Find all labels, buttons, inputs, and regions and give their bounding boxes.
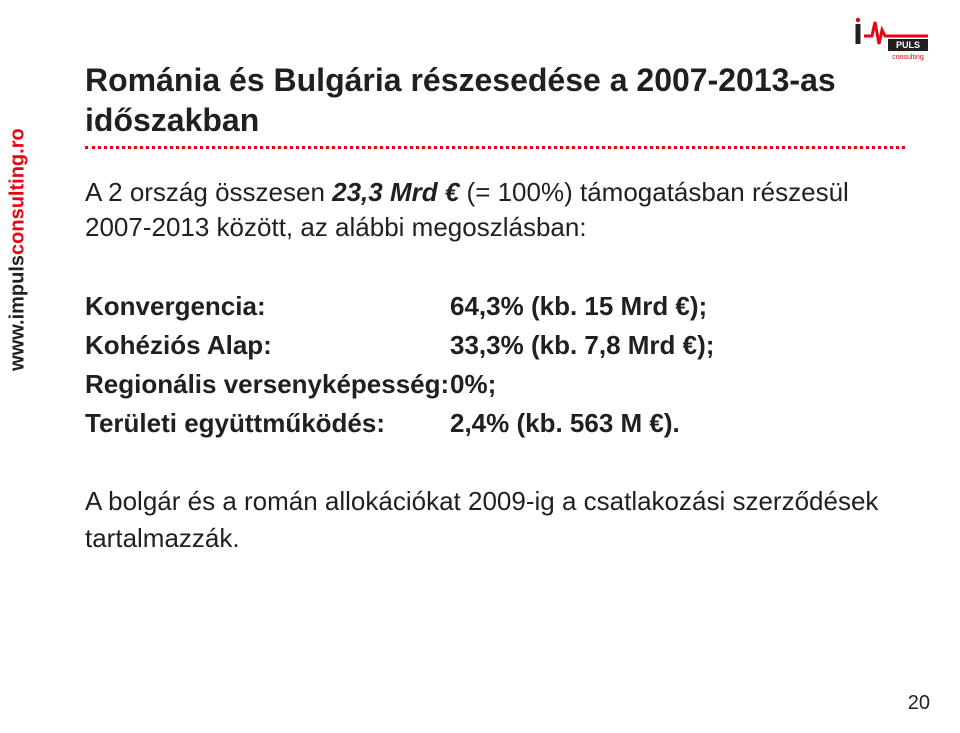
subtitle: A 2 ország összesen 23,3 Mrd € (= 100%) … bbox=[85, 175, 905, 245]
logo: PULS consulting bbox=[850, 14, 930, 62]
footnote: A bolgár és a román allokációkat 2009-ig… bbox=[85, 483, 905, 556]
row-value: 2,4% (kb. 563 M €). bbox=[450, 404, 680, 443]
logo-svg: PULS consulting bbox=[850, 14, 930, 62]
url-red: consulting.ro bbox=[7, 128, 29, 255]
slide-content: Románia és Bulgária részesedése a 2007-2… bbox=[85, 60, 905, 556]
page-number: 20 bbox=[908, 692, 930, 715]
title-divider bbox=[85, 146, 905, 149]
row-label: Regionális versenyképesség: bbox=[85, 365, 450, 404]
breakdown-row: Regionális versenyképesség: 0%; bbox=[85, 365, 905, 404]
row-label: Kohéziós Alap: bbox=[85, 326, 450, 365]
subtitle-bold: 23,3 Mrd € bbox=[332, 177, 459, 207]
breakdown-row: Területi együttműködés: 2,4% (kb. 563 M … bbox=[85, 404, 905, 443]
row-value: 64,3% (kb. 15 Mrd €); bbox=[450, 287, 707, 326]
breakdown-row: Kohéziós Alap: 33,3% (kb. 7,8 Mrd €); bbox=[85, 326, 905, 365]
spacer bbox=[85, 443, 905, 483]
row-value: 0%; bbox=[450, 365, 496, 404]
row-label: Konvergencia: bbox=[85, 287, 450, 326]
svg-text:PULS: PULS bbox=[896, 40, 920, 50]
slide-title: Románia és Bulgária részesedése a 2007-2… bbox=[85, 60, 905, 140]
breakdown-row: Konvergencia: 64,3% (kb. 15 Mrd €); bbox=[85, 287, 905, 326]
url-black: www.impuls bbox=[7, 254, 29, 370]
row-value: 33,3% (kb. 7,8 Mrd €); bbox=[450, 326, 714, 365]
row-label: Területi együttműködés: bbox=[85, 404, 450, 443]
subtitle-part1: A 2 ország összesen bbox=[85, 177, 332, 207]
vertical-url: www.impulsconsulting.ro bbox=[7, 128, 30, 371]
